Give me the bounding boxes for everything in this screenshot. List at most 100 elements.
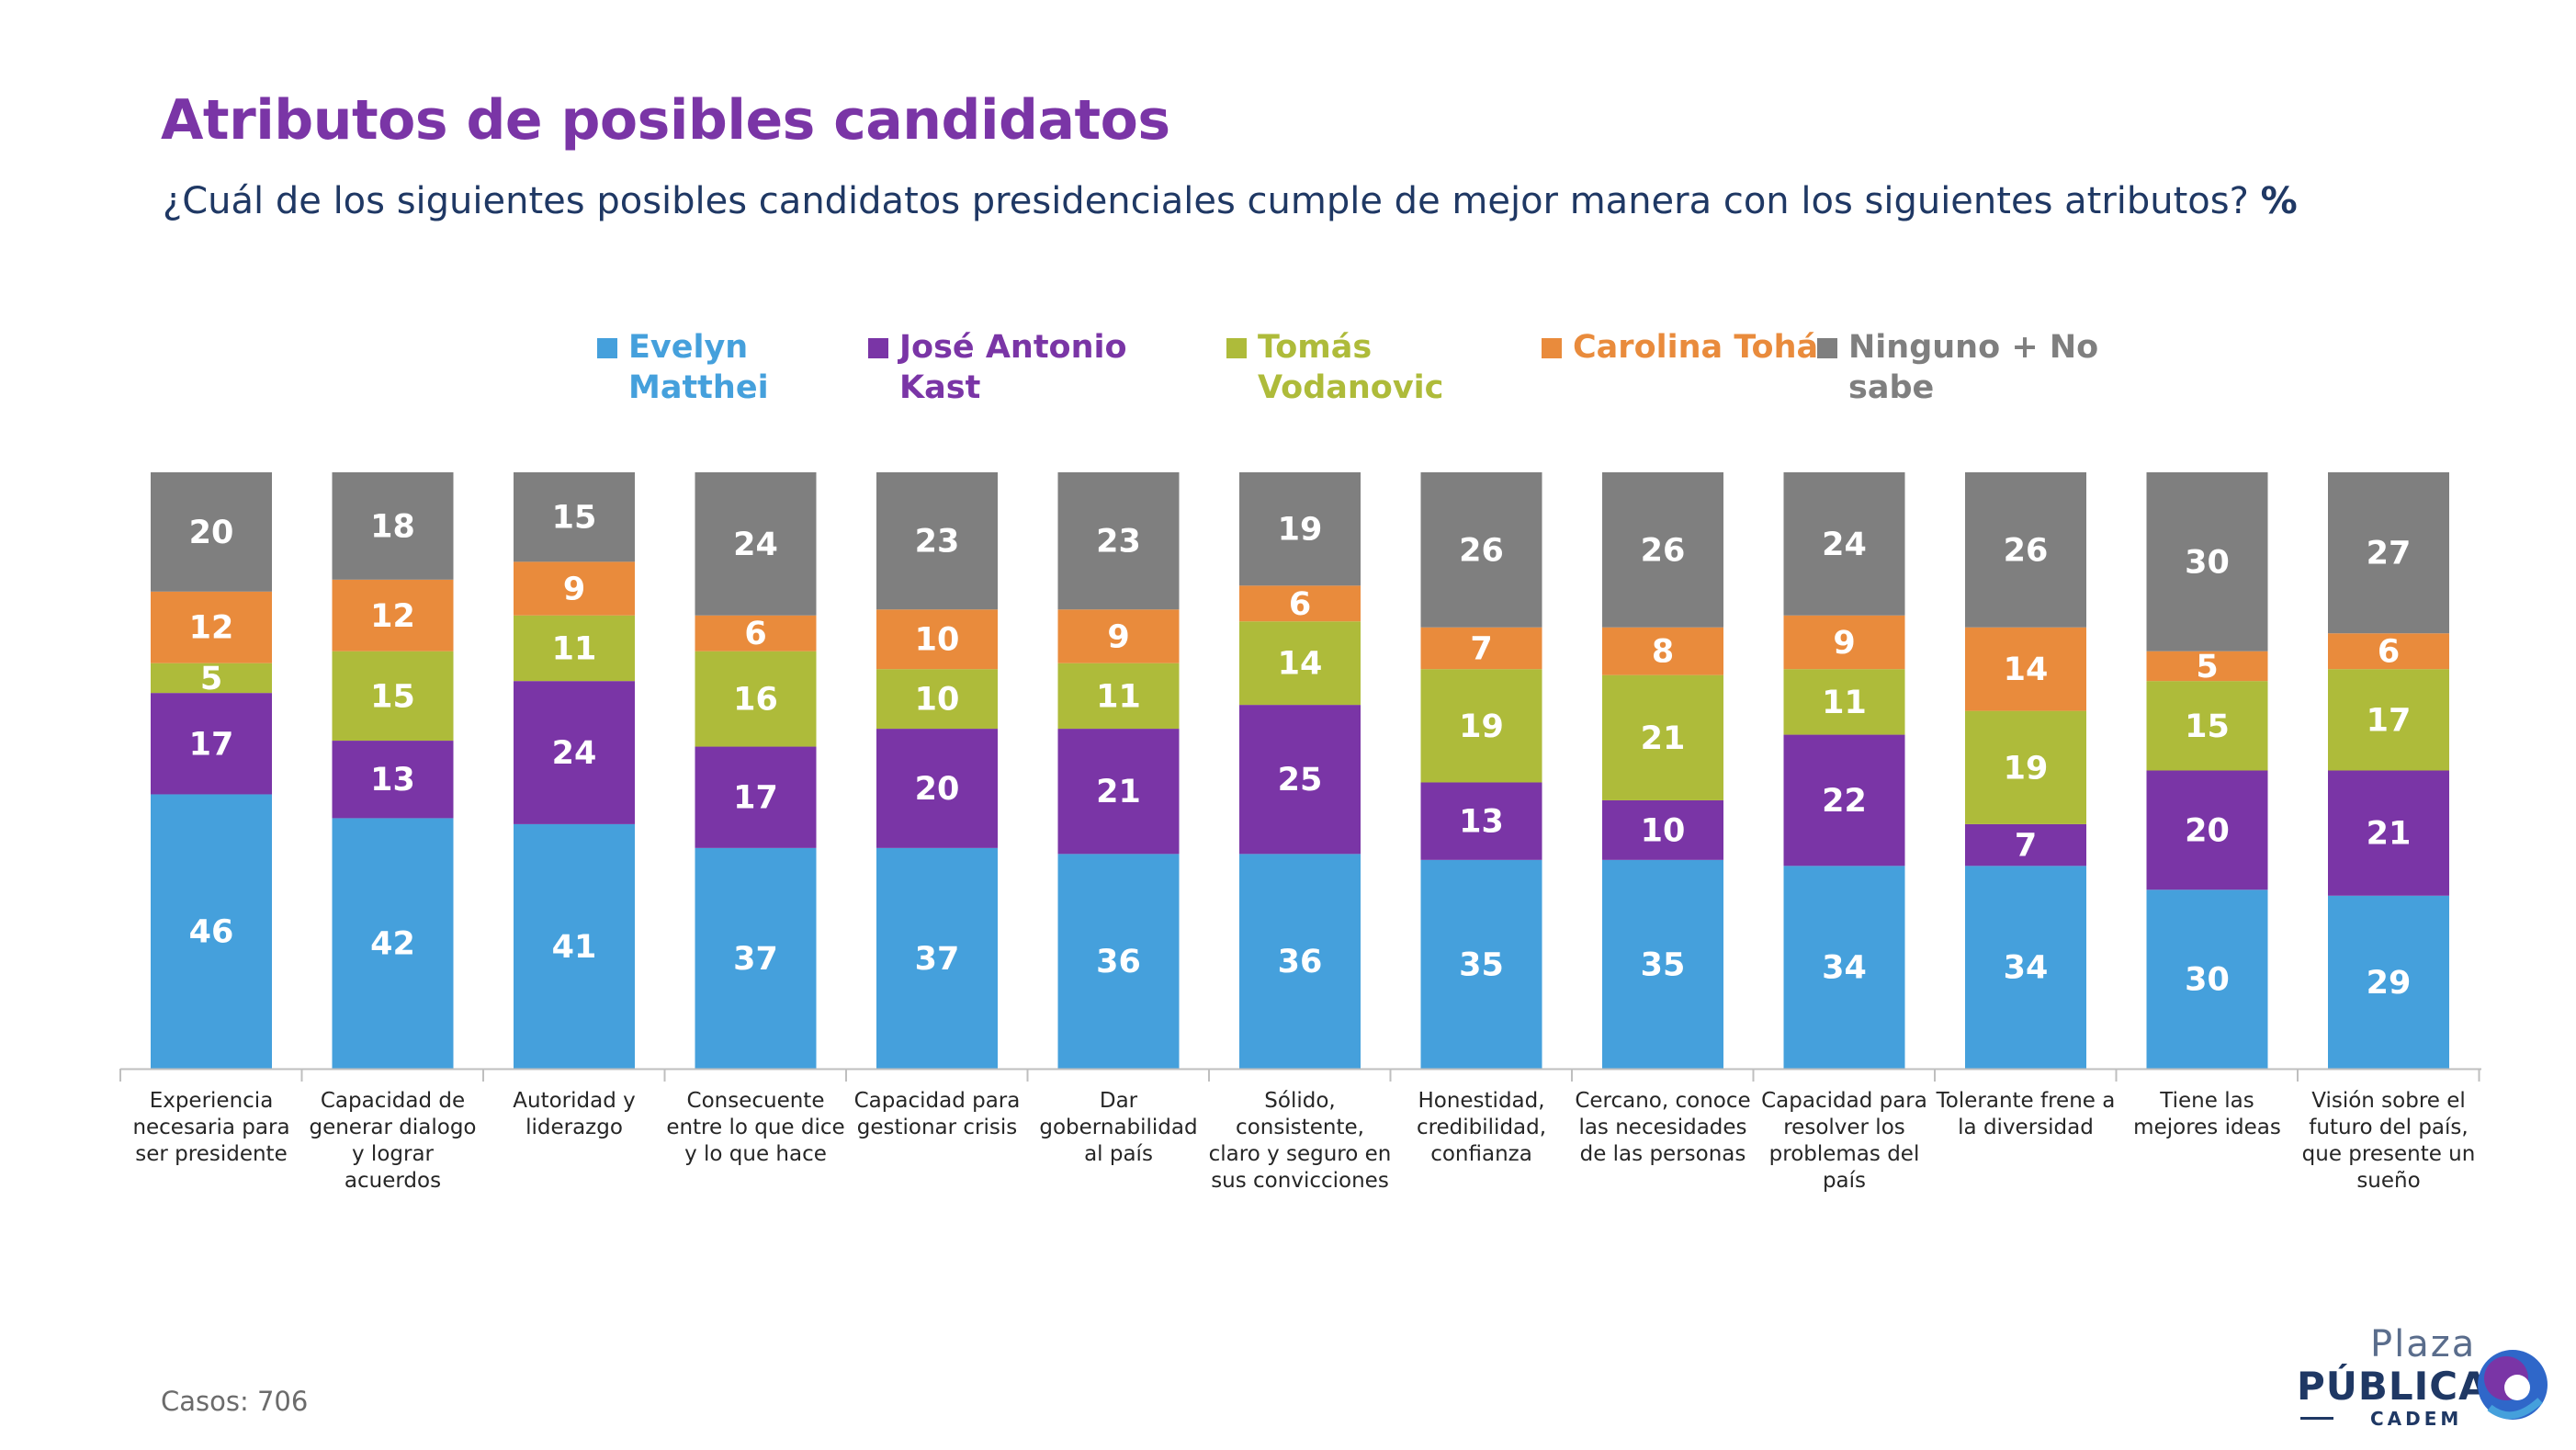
legend-swatch-matthei (597, 338, 617, 358)
category-label-line: necesaria para (132, 1116, 289, 1139)
bar-segment-ninguno (1783, 472, 1905, 616)
data-label-ninguno: 26 (1641, 532, 1686, 569)
data-label-ninguno: 27 (2367, 536, 2412, 572)
data-label-vodanovic: 14 (1278, 646, 1323, 683)
data-label-ninguno: 19 (1278, 512, 1323, 549)
bar-segment-kast (1057, 729, 1180, 855)
bar-segment-matthei (2146, 889, 2268, 1069)
category-label: Honestidad, credibilidad, confianza (1417, 1089, 1546, 1166)
category-label-line: Visión sobre el (2311, 1089, 2466, 1113)
data-label-matthei: 37 (915, 941, 960, 978)
data-label-matthei: 34 (1822, 950, 1867, 987)
bar-segment-ninguno (514, 472, 635, 562)
legend-item-toha: Carolina Tohá (1542, 327, 1830, 368)
data-label-kast: 25 (1278, 762, 1323, 799)
bar-segment-ninguno (1057, 472, 1180, 610)
data-label-vodanovic: 11 (1822, 685, 1867, 721)
data-label-ninguno: 26 (1459, 532, 1504, 569)
category-label: Tolerante frene a la diversidad (1936, 1089, 2116, 1139)
data-label-kast: 10 (1641, 812, 1686, 849)
bar-segment-kast (2328, 770, 2449, 896)
brand-swirl-icon (2478, 1350, 2548, 1420)
legend-label-kast: José Antonio Kast (899, 329, 1127, 406)
bar-segment-matthei (1602, 859, 1723, 1069)
data-label-matthei: 36 (1278, 944, 1323, 980)
bar-segment-vodanovic (1057, 663, 1180, 730)
category-label-line: liderazgo (525, 1116, 623, 1139)
category-label-line: ser presidente (135, 1142, 287, 1166)
legend-item-vodanovic: Tomás Vodanovic (1226, 327, 1515, 408)
category-label-line: Dar (1100, 1089, 1138, 1113)
category-label-line: Honestidad, (1418, 1089, 1544, 1113)
bar-segment-matthei (1420, 859, 1542, 1069)
data-label-vodanovic: 11 (552, 630, 597, 667)
bar-segment-ninguno (1602, 472, 1723, 628)
data-label-ninguno: 15 (552, 500, 597, 537)
bar-segment-ninguno (2328, 472, 2449, 634)
category-label-line: consistente, (1236, 1116, 1364, 1139)
bar-segment-ninguno (1239, 472, 1361, 586)
data-label-ninguno: 23 (1096, 524, 1141, 561)
bar-segment-ninguno (2146, 472, 2268, 651)
bar-segment-matthei (1239, 854, 1361, 1069)
legend-label-toha: Carolina Tohá (1573, 329, 1819, 366)
legend-item-ninguno: Ninguno + No sabe (1817, 327, 2106, 408)
data-label-toha: 12 (189, 610, 234, 647)
bar-segment-vodanovic (1420, 669, 1542, 783)
category-label-line: sueño (2356, 1169, 2420, 1193)
category-label: Dar gobernabilidad al país (1039, 1089, 1197, 1166)
category-label-line: mejores ideas (2133, 1116, 2281, 1139)
bar-segment-toha (1602, 627, 1723, 675)
category-label-line: Autoridad y (513, 1089, 635, 1113)
bar-segment-vodanovic (332, 651, 454, 742)
bar-segment-ninguno (695, 472, 817, 616)
category-label-line: sus convicciones (1211, 1169, 1389, 1193)
category-label-line: generar dialogo (309, 1116, 476, 1139)
data-label-matthei: 29 (2367, 965, 2412, 1002)
data-label-toha: 14 (2004, 651, 2049, 688)
category-label-line: al país (1084, 1142, 1153, 1166)
category-label: Consecuente entre lo que dice y lo que hac… (666, 1089, 844, 1166)
bar-segment-vodanovic (876, 669, 998, 730)
legend-swatch-toha (1542, 338, 1562, 358)
category-label-line: Capacidad de (321, 1089, 465, 1113)
bar-segment-vodanovic (1783, 669, 1905, 735)
brand-publica-text: PÚBLICA (2297, 1364, 2490, 1409)
data-label-kast: 13 (1459, 804, 1504, 841)
bar-segment-matthei (332, 818, 454, 1069)
data-label-kast: 7 (2015, 828, 2037, 865)
bar-segment-toha (695, 615, 817, 651)
bar-segment-kast (1783, 734, 1905, 867)
data-label-matthei: 35 (1459, 946, 1504, 983)
data-label-ninguno: 30 (2185, 544, 2230, 581)
bar-segment-kast (332, 741, 454, 819)
bar-segment-toha (1420, 627, 1542, 670)
data-label-kast: 21 (2367, 816, 2412, 853)
bar-segment-toha (2328, 633, 2449, 670)
bar-segment-toha (1965, 627, 2086, 711)
brand-cadem-text: CADEM (2370, 1408, 2463, 1430)
bar-segment-toha (514, 561, 635, 616)
category-label-line: confianza (1430, 1142, 1532, 1166)
data-label-kast: 13 (370, 762, 415, 799)
data-label-toha: 9 (1833, 625, 1855, 662)
bar-segment-matthei (1057, 854, 1180, 1069)
legend-item-matthei: Evelyn Matthei (597, 327, 886, 408)
bar-segment-kast (514, 681, 635, 824)
data-label-toha: 12 (370, 598, 415, 635)
data-label-matthei: 35 (1641, 946, 1686, 983)
page-title: Atributos de posibles candidatos (161, 88, 1170, 153)
data-label-vodanovic: 15 (2185, 708, 2230, 745)
category-label-line: gobernabilidad (1039, 1116, 1197, 1139)
category-label: Experiencia necesaria para ser presidente (132, 1089, 289, 1166)
bar-segment-vodanovic (1602, 674, 1723, 800)
bar-segment-vodanovic (151, 663, 272, 694)
data-label-ninguno: 26 (2004, 532, 2049, 569)
bar-segment-matthei (2328, 895, 2449, 1069)
data-label-ninguno: 20 (189, 515, 234, 551)
data-label-vodanovic: 19 (1459, 708, 1504, 745)
brand-logo: Plaza PÚBLICA CADEM (2297, 1323, 2563, 1433)
bar-segment-vodanovic (1239, 621, 1361, 706)
data-label-vodanovic: 5 (200, 661, 222, 697)
